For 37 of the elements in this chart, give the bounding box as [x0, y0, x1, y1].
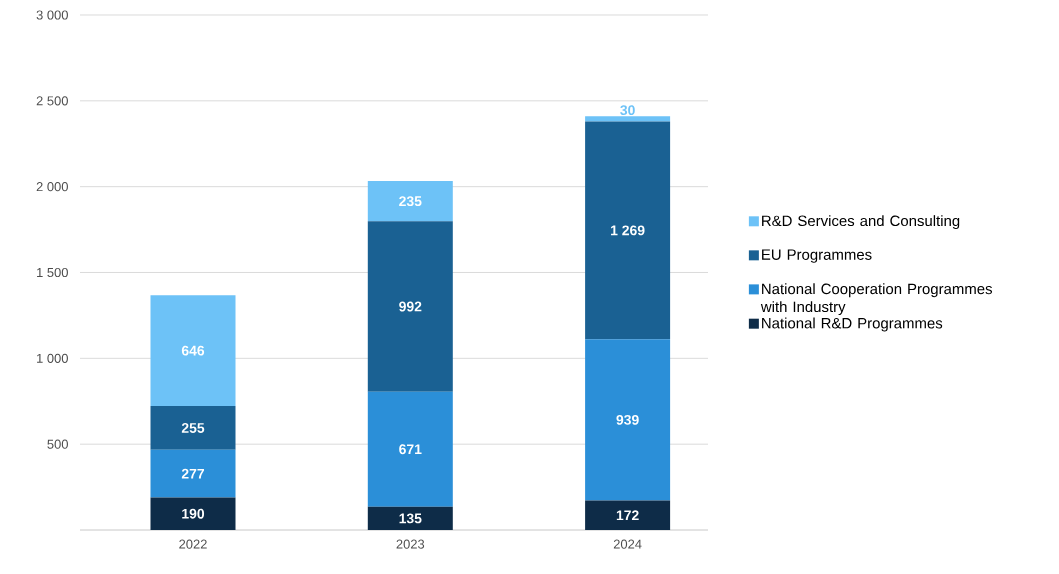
y-tick-label: 1 500 [37, 267, 68, 278]
y-tick-label: 3 000 [36, 10, 68, 20]
data-label: 235 [399, 196, 422, 207]
x-tick-label: 2022 [179, 539, 207, 549]
bar [585, 121, 671, 340]
data-label: 135 [399, 513, 422, 524]
bar [150, 406, 236, 450]
bar [150, 449, 236, 498]
y-tick-label: 500 [47, 439, 68, 449]
data-label: 646 [181, 345, 205, 356]
data-label: 172 [616, 510, 639, 521]
bar [367, 391, 453, 507]
x-tick-label: 2024 [613, 539, 642, 549]
y-tick-label: 2 500 [36, 96, 68, 106]
data-label: 190 [182, 508, 205, 519]
bar [367, 506, 453, 530]
legend-label: National R&D Programmes [762, 317, 943, 332]
data-label: 30 [620, 105, 635, 116]
data-label: 671 [399, 444, 422, 455]
data-label: 1 269 [611, 225, 645, 236]
bar [367, 221, 453, 392]
bar [585, 339, 671, 501]
bar [585, 116, 671, 122]
bar [367, 181, 453, 222]
legend-label: R&D Services and Consulting [762, 215, 960, 230]
y-tick-label: 2 000 [36, 182, 68, 192]
bar [150, 295, 236, 407]
x-tick-label: 2023 [396, 539, 425, 549]
data-label: 939 [616, 414, 639, 425]
data-label: 277 [181, 468, 205, 479]
data-label: 992 [399, 301, 422, 312]
data-label: 255 [181, 422, 205, 433]
legend-label: National Cooperation Programmes with Industry [760, 283, 993, 316]
legend-label: EU Programmes [762, 249, 872, 263]
bar [150, 497, 236, 530]
bar [585, 500, 671, 530]
y-tick-label: 1 000 [37, 353, 68, 363]
